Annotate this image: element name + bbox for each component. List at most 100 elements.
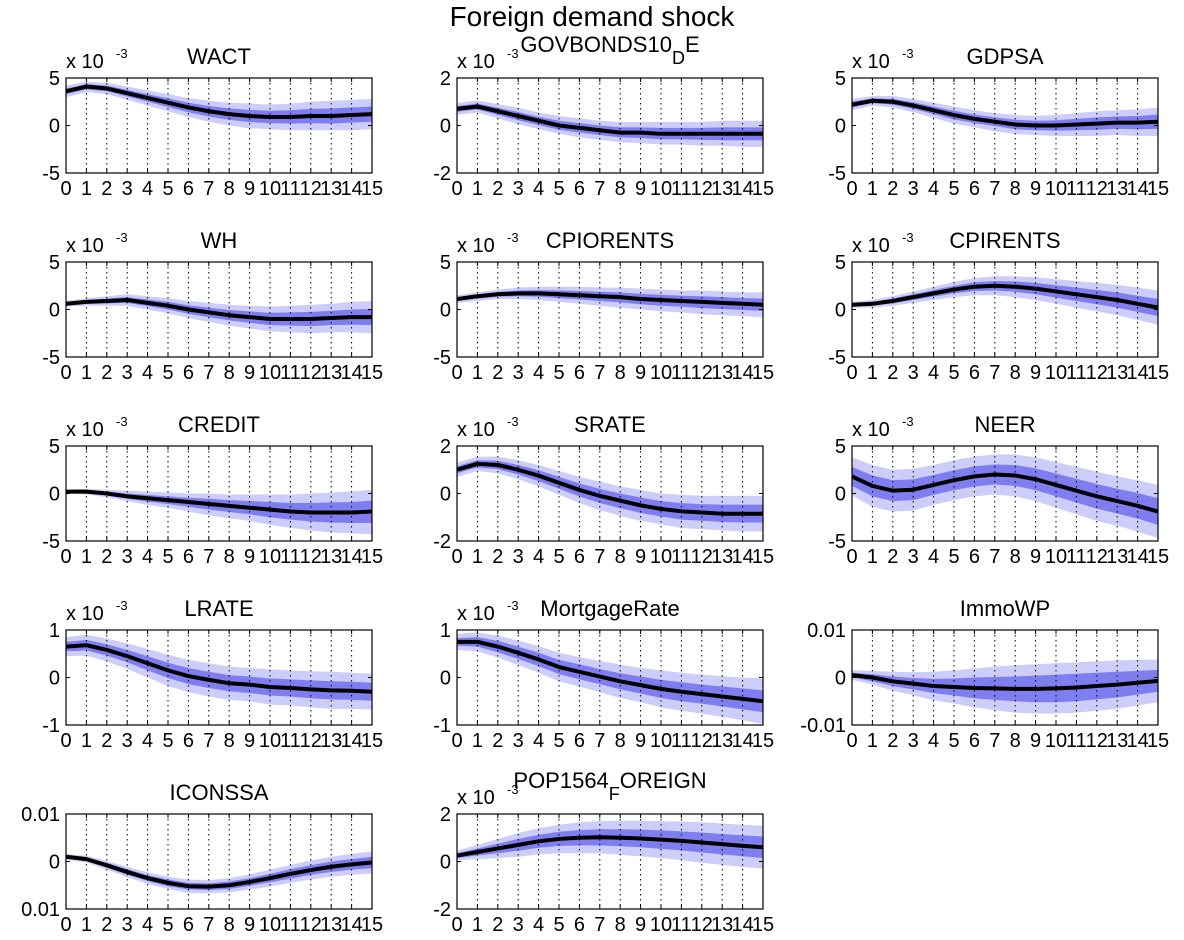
x-tick-label: 14 [340, 730, 362, 752]
x-tick-label: 4 [928, 362, 939, 384]
x-tick-label: 11 [671, 362, 692, 384]
y-tick-label: -5 [828, 347, 846, 369]
x-tick-label: 12 [1086, 546, 1108, 568]
x-tick-label: 11 [280, 178, 301, 200]
axis-multiplier-exponent: -3 [116, 598, 128, 613]
x-tick-label: 8 [224, 178, 235, 200]
x-tick-label: 7 [203, 546, 214, 568]
y-tick-label: 0 [440, 852, 451, 874]
subplot-title: MortgageRate [540, 596, 679, 621]
y-tick-label: 5 [49, 436, 60, 458]
x-tick-label: 3 [513, 178, 524, 200]
x-tick-label: 4 [142, 178, 153, 200]
x-tick-label: 13 [320, 914, 342, 936]
x-tick-label: 1 [81, 362, 92, 384]
x-tick-label: 7 [594, 362, 605, 384]
subplot-title: ICONSSA [169, 780, 268, 805]
y-tick-label: 0 [835, 116, 846, 138]
x-tick-label: 9 [635, 730, 646, 752]
inner-confidence-band [852, 669, 1158, 703]
x-tick-label: 4 [533, 914, 544, 936]
median-line [66, 489, 373, 515]
median-line [851, 98, 1159, 128]
axis-multiplier-exponent: -3 [507, 782, 519, 797]
x-tick-label: 10 [259, 362, 281, 384]
y-tick-label: 0 [49, 300, 60, 322]
median-line [65, 298, 372, 321]
subplot-title: CREDIT [178, 412, 260, 437]
x-tick-label: 3 [908, 546, 919, 568]
x-tick-label: 13 [1106, 730, 1128, 752]
x-tick-label: 0 [451, 362, 462, 384]
x-tick-label: 15 [1147, 730, 1169, 752]
x-tick-label: 6 [574, 178, 585, 200]
x-tick-label: 4 [928, 546, 939, 568]
x-tick-label: 0 [60, 546, 71, 568]
x-tick-label: 10 [1045, 362, 1067, 384]
x-tick-label: 2 [492, 178, 503, 200]
x-tick-label: 0 [846, 178, 857, 200]
x-tick-label: 10 [259, 178, 281, 200]
x-tick-label: 6 [969, 730, 980, 752]
x-tick-label: 11 [280, 730, 301, 752]
x-tick-label: 2 [887, 546, 898, 568]
x-tick-label: 1 [472, 546, 483, 568]
x-tick-label: 3 [513, 546, 524, 568]
x-tick-label: 6 [183, 546, 194, 568]
x-tick-label: 5 [553, 178, 564, 200]
x-tick-label: 1 [867, 730, 878, 752]
axis-multiplier-exponent: -3 [116, 414, 128, 429]
axis-multiplier: x 10 [852, 419, 890, 441]
axis-multiplier-exponent: -3 [507, 230, 519, 245]
y-tick-label: 0 [835, 668, 846, 690]
x-tick-label: 14 [340, 914, 362, 936]
subplot-title: LRATE [184, 596, 253, 621]
x-tick-label: 1 [867, 362, 878, 384]
x-tick-label: 12 [300, 914, 322, 936]
x-tick-label: 12 [691, 362, 713, 384]
y-tick-label: 2 [440, 436, 451, 458]
x-tick-label: 8 [1010, 362, 1021, 384]
axis-multiplier: x 10 [66, 235, 104, 257]
x-tick-label: 2 [492, 362, 503, 384]
x-tick-label: 0 [846, 730, 857, 752]
y-tick-label: 0.01 [21, 899, 60, 921]
axis-multiplier: x 10 [66, 419, 104, 441]
x-tick-label: 15 [361, 730, 383, 752]
x-tick-label: 0 [60, 178, 71, 200]
y-tick-label: 5 [835, 252, 846, 274]
x-tick-label: 11 [671, 546, 692, 568]
x-tick-label: 3 [908, 730, 919, 752]
x-tick-label: 6 [969, 178, 980, 200]
axis-multiplier: x 10 [457, 787, 495, 809]
x-tick-label: 7 [203, 178, 214, 200]
x-tick-label: 5 [948, 362, 959, 384]
inner-confidence-band [852, 281, 1158, 317]
subplot-title: WACT [187, 44, 251, 69]
y-tick-label: 0 [49, 852, 60, 874]
x-tick-label: 12 [1086, 178, 1108, 200]
x-tick-label: 11 [1066, 178, 1087, 200]
x-tick-label: 9 [244, 178, 255, 200]
x-tick-label: 7 [594, 178, 605, 200]
x-tick-label: 14 [340, 178, 362, 200]
x-tick-label: 8 [224, 730, 235, 752]
x-tick-label: 4 [142, 914, 153, 936]
y-tick-label: -5 [433, 347, 451, 369]
x-tick-label: 1 [81, 546, 92, 568]
x-tick-label: 1 [472, 730, 483, 752]
y-tick-label: 1 [49, 620, 60, 642]
x-tick-label: 13 [711, 730, 733, 752]
axis-multiplier: x 10 [66, 51, 104, 73]
x-tick-label: 0 [451, 914, 462, 936]
y-tick-label: 5 [49, 68, 60, 90]
x-tick-label: 7 [203, 914, 214, 936]
y-tick-label: -2 [433, 163, 451, 185]
y-tick-label: 0 [440, 300, 451, 322]
